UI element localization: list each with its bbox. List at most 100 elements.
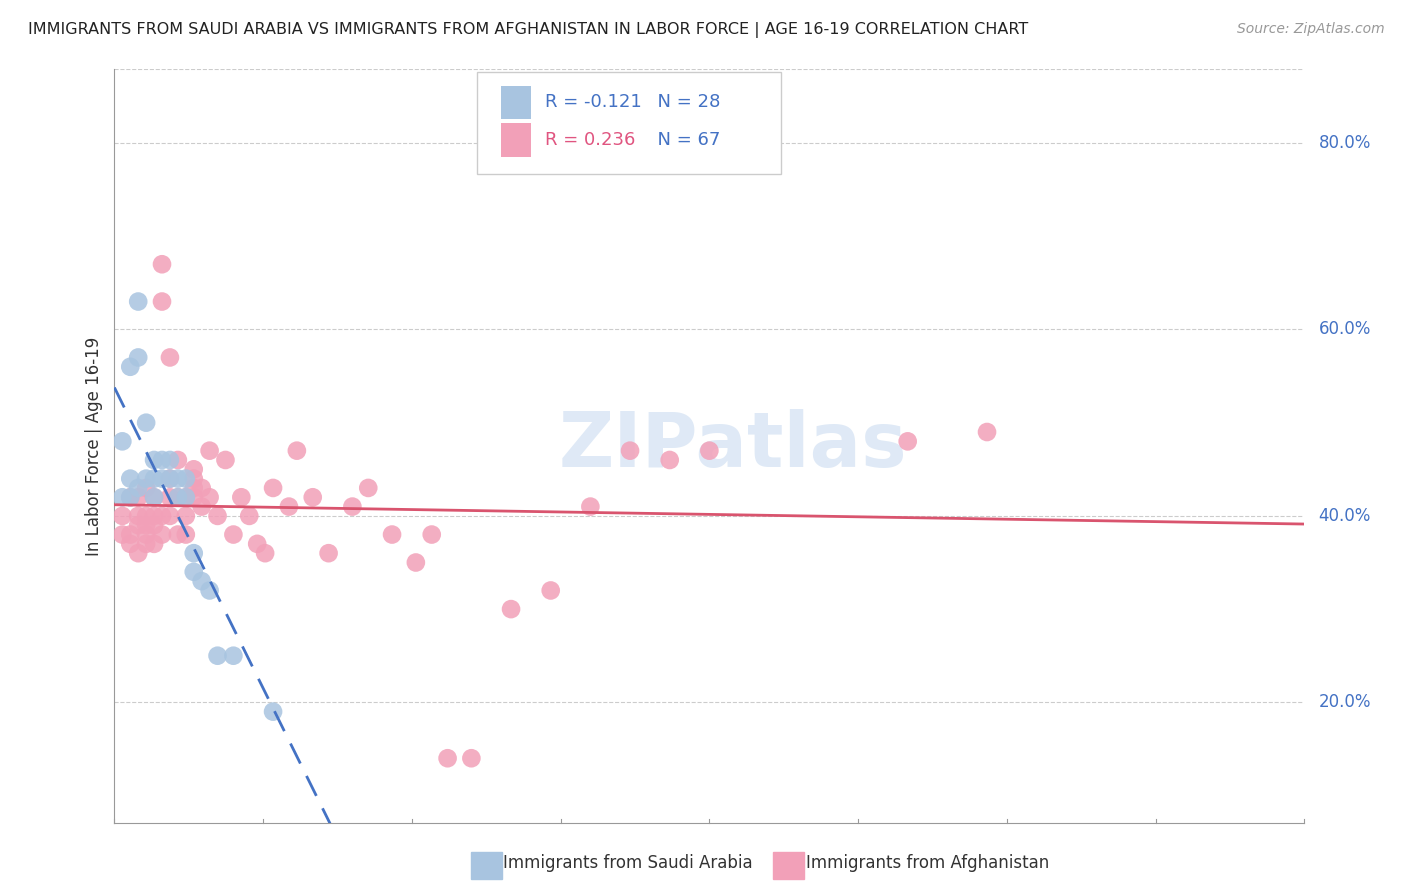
Point <box>579 500 602 514</box>
Point <box>619 443 641 458</box>
Point <box>150 257 173 271</box>
Point <box>174 490 197 504</box>
Point <box>499 602 522 616</box>
Point <box>167 490 190 504</box>
Text: Immigrants from Afghanistan: Immigrants from Afghanistan <box>806 854 1049 871</box>
Point <box>183 546 205 560</box>
Point <box>190 574 212 589</box>
Point <box>127 508 149 523</box>
Text: N = 67: N = 67 <box>647 131 721 149</box>
FancyBboxPatch shape <box>478 72 780 174</box>
Text: N = 28: N = 28 <box>647 94 721 112</box>
Point <box>436 751 458 765</box>
Point <box>143 508 166 523</box>
Point <box>120 359 142 374</box>
Point <box>127 481 149 495</box>
Point <box>135 416 157 430</box>
Point <box>127 490 149 504</box>
Point <box>301 490 323 504</box>
Point <box>150 508 173 523</box>
Point <box>262 481 284 495</box>
Point <box>897 434 920 449</box>
Point <box>150 453 173 467</box>
Point <box>159 508 181 523</box>
Point <box>183 481 205 495</box>
Point <box>174 490 197 504</box>
Point <box>167 527 190 541</box>
Point <box>143 537 166 551</box>
Point <box>699 443 721 458</box>
Point <box>174 472 197 486</box>
Point <box>540 583 562 598</box>
Point <box>231 490 253 504</box>
Point <box>120 472 142 486</box>
Point <box>183 565 205 579</box>
Point <box>207 508 229 523</box>
Point <box>120 490 142 504</box>
Text: R = 0.236: R = 0.236 <box>546 131 636 149</box>
Point <box>127 546 149 560</box>
Point <box>167 453 190 467</box>
Point <box>143 490 166 504</box>
Point <box>420 527 443 541</box>
Point <box>159 453 181 467</box>
Point <box>159 472 181 486</box>
Point <box>120 537 142 551</box>
Point <box>135 481 157 495</box>
Point <box>246 537 269 551</box>
Point <box>357 481 380 495</box>
Point <box>135 508 157 523</box>
Point <box>167 472 190 486</box>
Point <box>150 527 173 541</box>
Point <box>127 294 149 309</box>
Point <box>167 490 190 504</box>
FancyBboxPatch shape <box>501 123 531 157</box>
Point <box>278 500 301 514</box>
Point <box>127 351 149 365</box>
Point <box>135 527 157 541</box>
Point <box>460 751 482 765</box>
Text: IMMIGRANTS FROM SAUDI ARABIA VS IMMIGRANTS FROM AFGHANISTAN IN LABOR FORCE | AGE: IMMIGRANTS FROM SAUDI ARABIA VS IMMIGRAN… <box>28 22 1028 38</box>
Point <box>111 490 134 504</box>
Point <box>174 508 197 523</box>
Point <box>198 583 221 598</box>
Point <box>222 527 245 541</box>
Point <box>135 537 157 551</box>
Point <box>143 472 166 486</box>
Point <box>976 425 998 439</box>
Point <box>190 481 212 495</box>
Point <box>183 490 205 504</box>
Point <box>111 527 134 541</box>
Text: 20.0%: 20.0% <box>1319 693 1371 711</box>
Point <box>143 490 166 504</box>
Point <box>150 472 173 486</box>
Point <box>405 556 427 570</box>
FancyBboxPatch shape <box>501 86 531 120</box>
Point <box>222 648 245 663</box>
Point <box>207 648 229 663</box>
Point <box>143 453 166 467</box>
Point <box>342 500 364 514</box>
Point <box>254 546 277 560</box>
Point <box>190 500 212 514</box>
Point <box>120 527 142 541</box>
Point <box>159 351 181 365</box>
Point <box>183 472 205 486</box>
Point <box>120 490 142 504</box>
Point <box>658 453 681 467</box>
Y-axis label: In Labor Force | Age 16-19: In Labor Force | Age 16-19 <box>86 336 103 556</box>
Point <box>159 490 181 504</box>
Point <box>135 518 157 533</box>
Point <box>285 443 308 458</box>
Point <box>214 453 236 467</box>
Point <box>111 508 134 523</box>
Point <box>262 705 284 719</box>
Text: ZIPatlas: ZIPatlas <box>558 409 907 483</box>
Text: Source: ZipAtlas.com: Source: ZipAtlas.com <box>1237 22 1385 37</box>
Point <box>127 518 149 533</box>
Point <box>381 527 404 541</box>
Point <box>318 546 340 560</box>
Point <box>174 527 197 541</box>
Point <box>183 462 205 476</box>
Point <box>150 294 173 309</box>
